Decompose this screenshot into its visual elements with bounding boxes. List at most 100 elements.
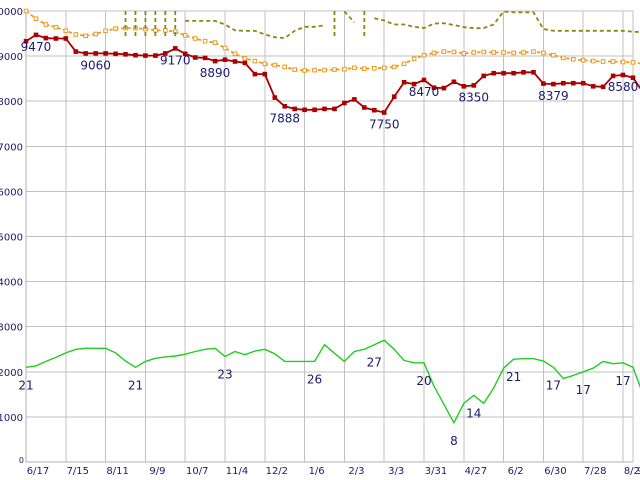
data-point-marker: [63, 28, 69, 34]
data-point-marker: [600, 84, 606, 90]
data-point-marker: [411, 56, 417, 62]
data-point-marker: [541, 50, 546, 56]
data-point-marker: [551, 81, 556, 87]
data-point-marker: [342, 100, 347, 106]
data-point-marker: [192, 36, 198, 41]
data-point-marker: [33, 32, 39, 38]
data-point-marker: [312, 107, 317, 113]
data-point-label: 17: [615, 374, 630, 388]
data-point-marker: [381, 110, 387, 115]
data-point-marker: [222, 57, 228, 63]
data-point-marker: [272, 95, 278, 100]
data-point-marker: [153, 28, 158, 33]
data-point-marker: [431, 50, 437, 56]
data-point-marker: [282, 64, 287, 70]
data-point-marker: [123, 52, 128, 57]
data-point-label: 21: [18, 378, 33, 392]
y-axis-tick-label: 3000: [0, 323, 23, 334]
data-point-marker: [521, 50, 526, 55]
series-clipped-band: [124, 10, 640, 39]
data-point-marker: [43, 35, 49, 41]
data-point-marker: [630, 75, 636, 81]
x-axis-tick-label: 7/28: [584, 466, 606, 477]
data-point-label: 17: [576, 383, 591, 397]
data-point-marker: [103, 51, 108, 56]
data-point-marker: [411, 81, 417, 87]
data-point-marker: [561, 80, 566, 86]
series-price: [23, 32, 640, 115]
data-point-label: 17: [546, 378, 561, 392]
y-axis-tick-label: 8000: [0, 97, 23, 108]
data-point-label: 8379: [538, 89, 569, 103]
data-series: [23, 8, 640, 424]
data-point-marker: [222, 45, 228, 51]
data-point-marker: [73, 32, 79, 37]
data-point-marker: [143, 53, 148, 58]
data-point-marker: [93, 51, 99, 56]
x-axis-tick-label: 6/17: [27, 466, 49, 477]
x-axis-tick-label: 1/6: [309, 466, 325, 477]
data-point-label: 21: [128, 378, 143, 392]
data-point-marker: [511, 70, 516, 76]
data-point-marker: [441, 85, 447, 91]
data-point-marker: [620, 72, 626, 78]
series-volume: [25, 339, 640, 424]
y-axis-tick-label: 7000: [0, 142, 23, 153]
data-point-marker: [401, 80, 407, 85]
data-point-marker: [53, 36, 59, 41]
series-line: [25, 339, 640, 424]
data-point-marker: [630, 60, 636, 65]
data-point-label: 9170: [160, 53, 191, 67]
data-point-marker: [580, 80, 586, 86]
data-point-marker: [182, 33, 188, 38]
data-point-label: 8470: [409, 85, 440, 99]
data-point-marker: [441, 49, 447, 54]
data-point-marker: [501, 70, 506, 76]
data-point-marker: [551, 52, 556, 58]
y-axis-labels: 0 1000 2000 3000 4000 5000 6000 7000 8000 9000 100…: [0, 7, 24, 465]
data-point-marker: [252, 58, 258, 64]
data-point-marker: [391, 64, 397, 70]
data-point-marker: [113, 51, 118, 57]
data-point-marker: [232, 59, 238, 64]
data-point-marker: [362, 66, 367, 72]
data-point-marker: [23, 38, 29, 44]
data-point-marker: [590, 58, 596, 64]
data-point-marker: [262, 61, 268, 67]
data-point-marker: [173, 46, 178, 51]
data-point-marker: [521, 70, 526, 75]
series-line: [25, 10, 640, 72]
data-point-marker: [571, 80, 576, 86]
data-point-marker: [53, 24, 59, 30]
series-line: [185, 20, 325, 39]
data-point-marker: [531, 70, 536, 75]
data-point-marker: [620, 59, 626, 65]
data-point-marker: [342, 66, 347, 72]
y-axis-origin-label: 0: [19, 456, 24, 465]
data-point-marker: [252, 71, 258, 77]
data-point-marker: [541, 81, 546, 86]
x-axis-labels: 6/17 7/15 8/11 9/9 10/7 11/4 12/2 1/6 2/3 3/3 3/31…: [27, 466, 640, 477]
data-point-marker: [312, 67, 317, 73]
data-point-marker: [491, 70, 496, 76]
data-point-marker: [322, 106, 327, 112]
x-axis-tick-label: 9/1: [637, 466, 640, 477]
data-point-marker: [292, 106, 297, 112]
data-point-marker: [43, 22, 49, 27]
y-axis-tick-label: 9000: [0, 52, 23, 63]
data-point-label: 8: [450, 434, 458, 448]
data-point-marker: [202, 55, 208, 61]
data-point-marker: [421, 52, 427, 58]
data-point-marker: [272, 62, 278, 68]
data-point-marker: [600, 59, 606, 64]
data-point-marker: [242, 56, 248, 61]
data-point-marker: [610, 59, 616, 64]
series-upper-band: [23, 8, 640, 73]
data-point-marker: [262, 71, 268, 77]
data-point-marker: [590, 84, 596, 89]
data-point-marker: [73, 49, 79, 54]
data-point-marker: [451, 49, 457, 55]
data-point-marker: [461, 51, 467, 56]
